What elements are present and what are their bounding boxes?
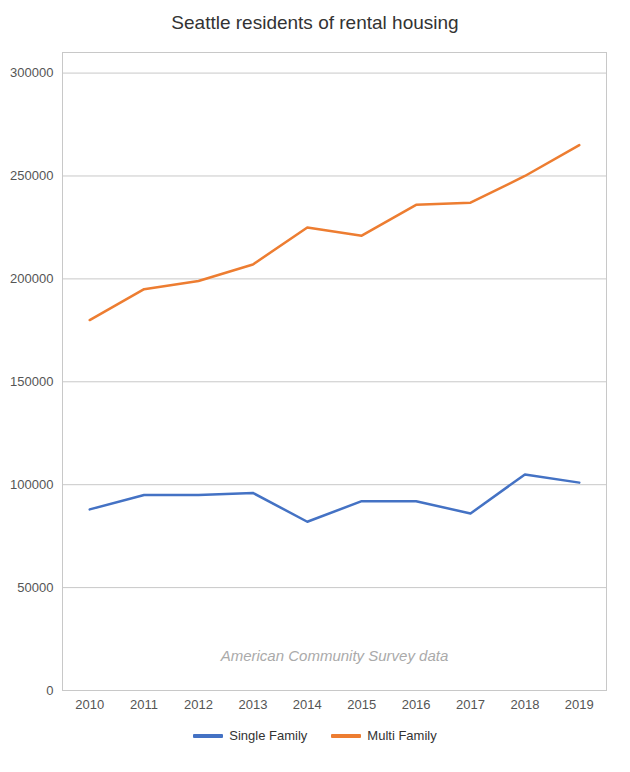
svg-text:American Community Survey data: American Community Survey data	[220, 647, 449, 664]
svg-text:50000: 50000	[17, 580, 53, 595]
svg-text:2010: 2010	[75, 697, 104, 712]
svg-text:2015: 2015	[347, 697, 376, 712]
svg-text:2011: 2011	[130, 697, 158, 712]
svg-text:2016: 2016	[402, 697, 431, 712]
svg-text:2014: 2014	[293, 697, 322, 712]
svg-text:0: 0	[46, 683, 53, 698]
svg-text:2013: 2013	[238, 697, 267, 712]
svg-text:2019: 2019	[565, 697, 594, 712]
svg-text:300000: 300000	[10, 65, 53, 80]
svg-text:150000: 150000	[10, 374, 53, 389]
html-text:Single Family: Single Family	[229, 728, 308, 743]
svg-text:2017: 2017	[456, 697, 485, 712]
svg-text:2012: 2012	[184, 697, 213, 712]
svg-text:200000: 200000	[10, 271, 53, 286]
svg-text:100000: 100000	[10, 477, 53, 492]
html-text:Seattle residents of rental ho: Seattle residents of rental housing	[171, 12, 459, 33]
svg-text:250000: 250000	[10, 168, 53, 183]
svg-text:2018: 2018	[510, 697, 539, 712]
html-text:Multi Family: Multi Family	[367, 728, 437, 743]
